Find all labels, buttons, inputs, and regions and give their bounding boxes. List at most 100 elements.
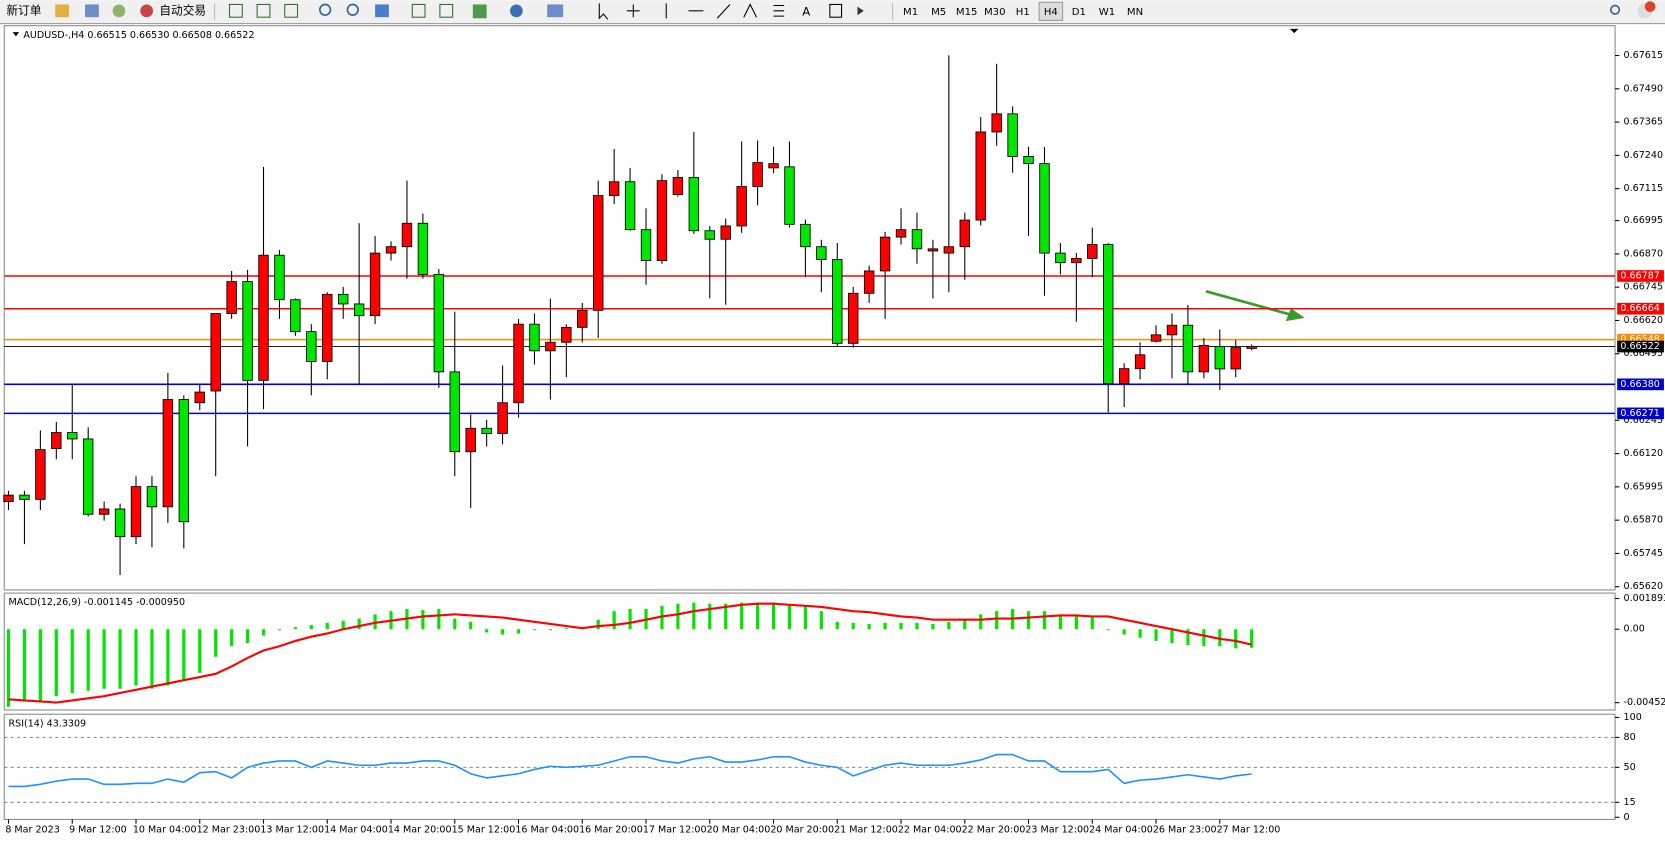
toolbar: A xyxy=(0,0,1665,25)
candle-body xyxy=(1198,345,1210,373)
macd-bar xyxy=(532,629,537,631)
level-label: 0.66522 xyxy=(1620,341,1659,352)
y-tick-label: 0.67615 xyxy=(1624,50,1663,61)
candle-body xyxy=(98,508,110,515)
icon[interactable] xyxy=(472,4,487,19)
candle-body xyxy=(1166,324,1178,336)
macd-bar xyxy=(1042,611,1047,630)
shift-marker xyxy=(1289,28,1299,34)
rsi-title: RSI(14) 43.3309 xyxy=(9,718,87,729)
candle-body xyxy=(832,259,843,344)
x-tick-label: 23 Mar 12:00 xyxy=(1025,825,1089,836)
timeframe-button[interactable]: H1 xyxy=(1016,7,1030,18)
candle-body xyxy=(768,163,779,169)
y-tick-label: 100 xyxy=(1624,712,1642,723)
icon[interactable] xyxy=(256,3,271,18)
macd-bar xyxy=(596,619,600,630)
icon[interactable] xyxy=(598,3,609,20)
icon[interactable] xyxy=(743,3,758,18)
timeframe-button[interactable]: M15 xyxy=(956,7,978,18)
y-tick-label: 0.00 xyxy=(1624,624,1645,635)
macd-bar xyxy=(883,622,887,630)
icon[interactable] xyxy=(716,4,731,19)
icon[interactable] xyxy=(319,3,332,16)
icon[interactable] xyxy=(228,3,243,18)
icon[interactable] xyxy=(439,3,454,18)
level-label-bg xyxy=(1617,340,1664,353)
search-icon[interactable] xyxy=(1610,4,1621,15)
icon[interactable] xyxy=(829,3,843,18)
y-tick-label: 50 xyxy=(1624,762,1636,773)
timeframe-button[interactable]: M30 xyxy=(984,7,1006,18)
level-label-bg xyxy=(1617,407,1664,420)
timeframe-button[interactable]: W1 xyxy=(1099,7,1115,18)
macd-bar xyxy=(612,611,616,630)
timeframe-button[interactable]: D1 xyxy=(1072,7,1086,18)
candle-body xyxy=(848,292,859,344)
icon[interactable] xyxy=(284,3,299,18)
candle-body xyxy=(1182,324,1194,373)
candle-body xyxy=(1039,163,1050,254)
candle-body xyxy=(736,186,747,227)
icon[interactable] xyxy=(140,4,154,18)
y-tick-label: 80 xyxy=(1624,732,1636,743)
y-tick-label: 0.66995 xyxy=(1624,215,1663,226)
x-tick-label: 20 Mar 04:00 xyxy=(707,825,771,836)
macd-bar xyxy=(182,629,186,681)
candle-body xyxy=(1007,113,1018,157)
y-tick-label: -0.004527 xyxy=(1624,697,1665,708)
macd-bar xyxy=(1058,614,1063,630)
x-tick-label: 12 Mar 23:00 xyxy=(197,825,261,836)
macd-bar xyxy=(325,622,329,630)
icon[interactable]: A xyxy=(802,4,810,18)
level-label-bg xyxy=(1617,333,1664,346)
icon[interactable] xyxy=(411,3,426,18)
x-tick-label: 14 Mar 20:00 xyxy=(388,825,452,836)
icon[interactable] xyxy=(773,4,785,17)
macd-bar xyxy=(261,629,266,636)
icon[interactable] xyxy=(857,6,864,16)
macd-bar xyxy=(500,629,505,635)
candle-body xyxy=(35,449,46,500)
macd-bar xyxy=(979,614,983,630)
timeframe-button[interactable]: H4 xyxy=(1044,7,1058,18)
signal-line xyxy=(8,602,1252,704)
macd-bar xyxy=(995,611,999,630)
x-tick-label: 16 Mar 20:00 xyxy=(579,825,643,836)
macd-bar xyxy=(692,602,696,630)
timeframe-active xyxy=(1038,1,1064,21)
candle-body xyxy=(1230,347,1241,370)
candle-body xyxy=(290,299,301,333)
icon[interactable] xyxy=(547,4,564,18)
x-tick-label: 20 Mar 20:00 xyxy=(770,825,834,836)
icon[interactable] xyxy=(346,3,359,16)
toolbar-button[interactable]: 自动交易 xyxy=(159,3,206,17)
macd-bar xyxy=(150,629,154,689)
candle-body xyxy=(353,303,365,317)
icon[interactable] xyxy=(55,4,70,18)
icon[interactable] xyxy=(626,4,640,18)
icon[interactable] xyxy=(85,4,99,18)
macd-bar xyxy=(676,603,680,630)
candle-body xyxy=(401,222,413,248)
macd-bar xyxy=(724,603,728,630)
trend-arrow-head xyxy=(1285,308,1305,322)
candle-body xyxy=(656,180,668,261)
icon[interactable] xyxy=(375,4,389,18)
timeframe-button[interactable]: M5 xyxy=(931,7,946,18)
icon[interactable] xyxy=(112,4,126,18)
symbol-menu-arrow[interactable] xyxy=(12,32,20,37)
candle-body xyxy=(385,246,397,254)
icon[interactable] xyxy=(510,4,523,18)
candle-body xyxy=(1087,244,1098,259)
y-tick-label: 15 xyxy=(1624,797,1636,808)
y-tick-label: 0.67240 xyxy=(1624,150,1663,161)
timeframe-button[interactable]: M1 xyxy=(903,7,918,18)
macd-bar xyxy=(548,629,552,631)
macd-bar xyxy=(947,621,951,630)
macd-bar xyxy=(22,629,27,702)
macd-bar xyxy=(628,609,632,630)
toolbar-button[interactable]: 新订单 xyxy=(6,3,41,17)
timeframe-button[interactable]: MN xyxy=(1127,7,1143,18)
